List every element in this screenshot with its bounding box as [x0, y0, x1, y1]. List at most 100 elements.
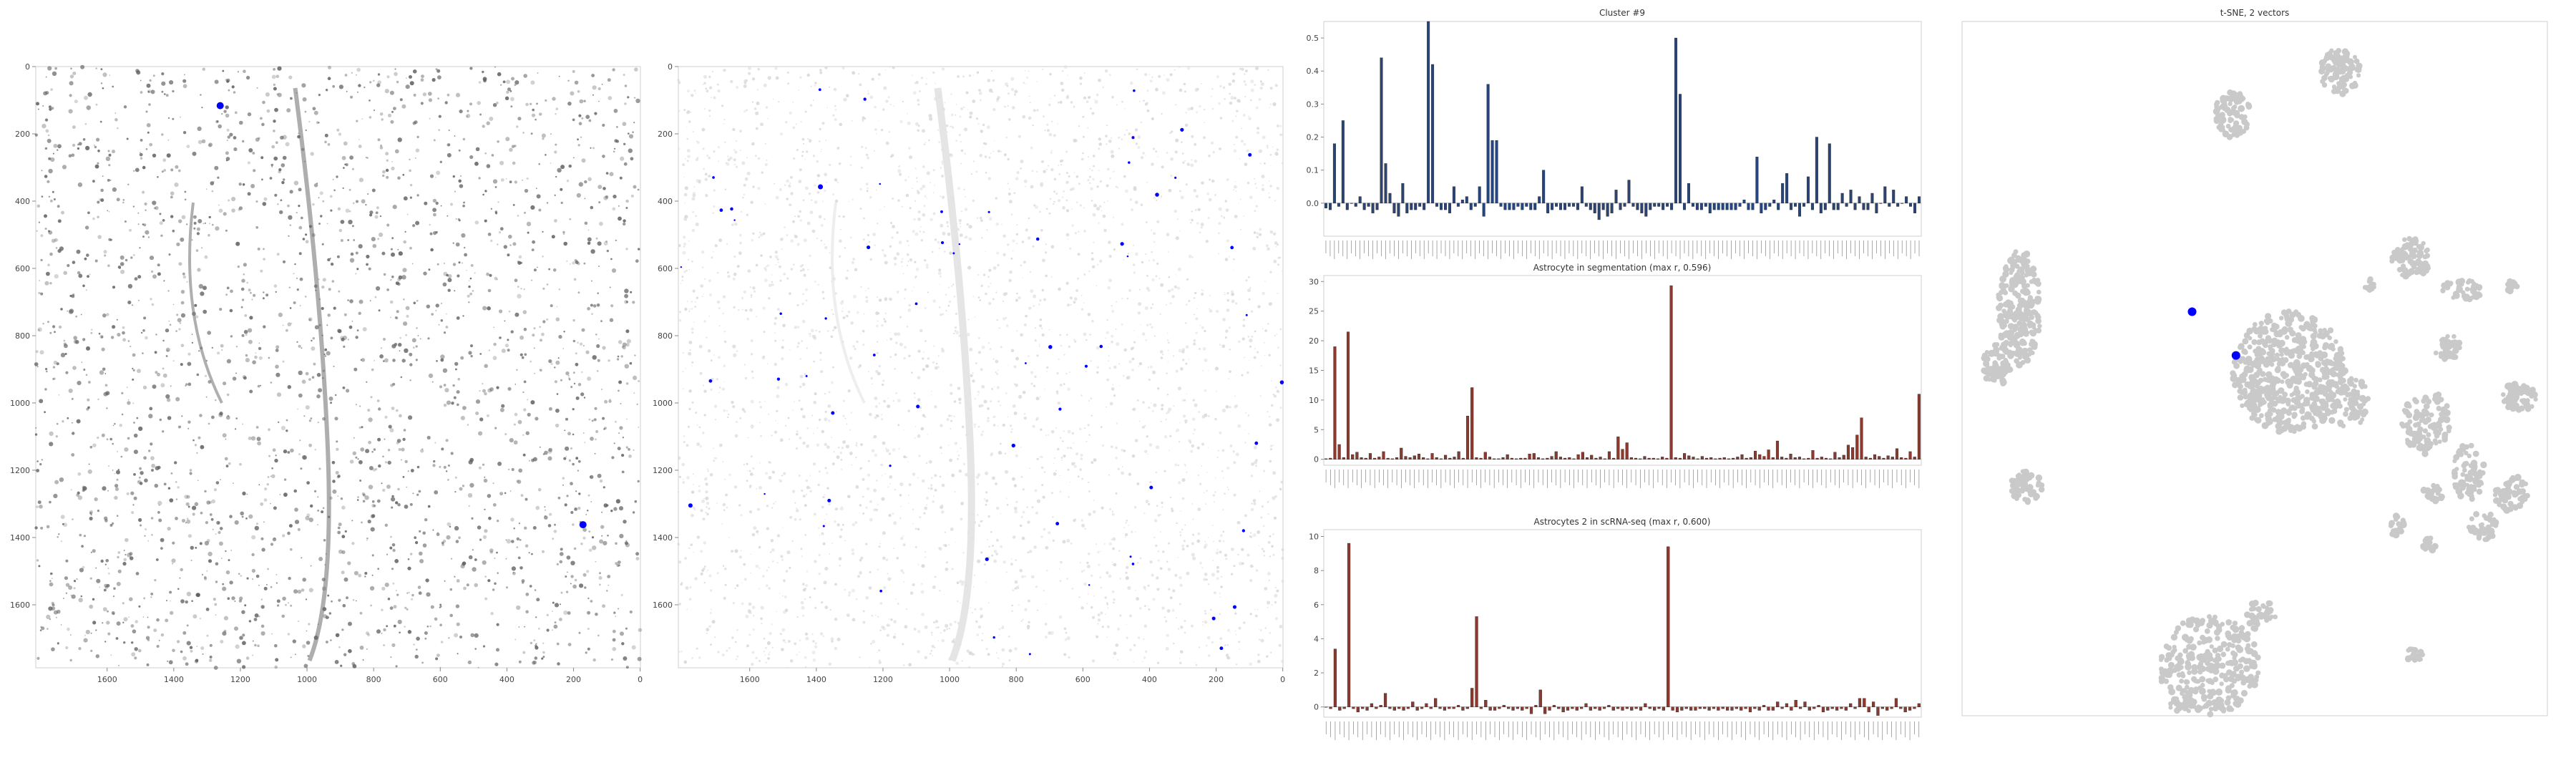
- tissue-image-dot: [322, 278, 326, 282]
- tissue-image-dot: [202, 653, 204, 655]
- tissue-image-dot: [255, 226, 259, 229]
- segmentation-map-dot: [698, 489, 701, 493]
- tissue-image-dot: [379, 354, 384, 359]
- tissue-image-dot: [591, 280, 592, 282]
- segmentation-map-dot: [1137, 145, 1141, 150]
- tissue-image-dot: [477, 525, 482, 530]
- tissue-image-dot: [615, 616, 617, 618]
- tissue-image-dot: [583, 432, 585, 434]
- tissue-image-dot: [282, 324, 284, 326]
- segmentation-map-dot: [703, 477, 708, 481]
- segmentation-map-dot: [860, 166, 864, 169]
- tissue-image-dot: [132, 369, 135, 372]
- tissue-image-dot: [246, 577, 249, 580]
- tissue-image-dot: [49, 431, 54, 437]
- segmentation-map-dot: [1221, 470, 1224, 472]
- tissue-image-dot: [553, 530, 557, 533]
- segmentation-map-dot: [1135, 142, 1138, 145]
- segmentation-map-dot: [700, 550, 703, 553]
- tissue-image-dot: [74, 99, 78, 104]
- segmentation-map-dot: [1048, 132, 1053, 137]
- segmentation-map-dot: [746, 157, 748, 159]
- tissue-image-dot: [468, 351, 472, 355]
- segmentation-map-dot: [1046, 569, 1048, 572]
- segmentation-map-dot: [1111, 561, 1113, 563]
- segmentation-map-dot: [1234, 612, 1237, 615]
- segmentation-map-dot: [1049, 198, 1052, 200]
- tissue-image-dot: [95, 654, 99, 658]
- segmentation-map-dot: [779, 633, 782, 636]
- tissue-image-dot: [72, 72, 77, 75]
- segmentation-map-dot: [813, 587, 816, 590]
- tissue-image-dot: [459, 636, 462, 638]
- tissue-image-dot: [194, 502, 199, 507]
- segmentation-map-dot: [706, 89, 709, 92]
- segmentation-map-dot: [1257, 608, 1258, 611]
- tissue-image-dot: [311, 339, 313, 342]
- tissue-image-dot: [147, 236, 150, 238]
- tissue-image-dot: [258, 346, 262, 351]
- tissue-image-dot: [329, 258, 331, 259]
- segmentation-map-dot: [1256, 439, 1258, 441]
- segmentation-map-dot: [937, 366, 940, 369]
- tissue-image-dot: [557, 496, 561, 500]
- tissue-image-dot: [34, 526, 38, 530]
- segmentation-map-dot: [836, 147, 840, 150]
- tissue-image-dot: [368, 267, 371, 271]
- tissue-image-dot: [305, 233, 308, 236]
- tissue-image-dot: [203, 286, 207, 291]
- tissue-image-dot: [353, 570, 358, 575]
- segmentation-map-dot: [781, 648, 784, 651]
- tissue-image-dot: [117, 451, 118, 452]
- tissue-image-dot: [625, 540, 628, 542]
- tissue-image-dot: [433, 460, 436, 463]
- segmentation-map-dot: [1137, 311, 1141, 315]
- segmentation-map-dot: [1272, 102, 1277, 107]
- tissue-image-dot: [637, 656, 642, 661]
- tissue-image-dot: [215, 399, 217, 402]
- segmentation-map-dot: [1272, 553, 1275, 556]
- tissue-image-dot: [157, 500, 162, 506]
- tissue-image-dot: [625, 666, 629, 669]
- segmentation-map-dot: [862, 344, 865, 346]
- tissue-image-dot: [187, 534, 192, 538]
- tissue-image-dot: [334, 660, 339, 664]
- segmentation-map-dot: [1202, 347, 1206, 351]
- segmentation-map-dot: [796, 509, 799, 512]
- segmentation-map-dot: [942, 313, 945, 316]
- tissue-image-dot: [419, 338, 421, 340]
- tissue-image-dot: [92, 549, 96, 553]
- tissue-image-dot: [255, 137, 260, 142]
- tissue-image-dot: [387, 113, 392, 117]
- tissue-image-dot: [48, 606, 53, 611]
- segmentation-map-dot: [852, 345, 855, 348]
- segmentation-map-dot: [1168, 289, 1171, 293]
- segmentation-map-dot: [1247, 336, 1249, 338]
- tissue-image-dot: [479, 113, 482, 116]
- segmentation-map-dot: [987, 515, 990, 518]
- segmentation-map-dot: [1221, 344, 1226, 349]
- tissue-image-dot: [440, 641, 444, 643]
- tissue-image-dot: [598, 201, 601, 204]
- segmentation-map-dot: [760, 254, 763, 257]
- segmentation-map-dot: [925, 364, 930, 368]
- segmentation-map-dot: [1191, 444, 1195, 448]
- segmentation-map-dot: [989, 348, 992, 350]
- segmentation-map-dot: [798, 399, 801, 402]
- tissue-image-dot: [88, 381, 91, 384]
- tissue-image-dot: [174, 183, 179, 188]
- tissue-image-dot: [77, 491, 80, 495]
- tissue-image-dot: [225, 438, 227, 440]
- segmentation-map-dot: [1188, 359, 1190, 360]
- segmentation-map-dot: [698, 485, 701, 487]
- segmentation-map-dot: [818, 573, 821, 575]
- segmentation-map-dot: [970, 607, 971, 609]
- segmentation-map-dot: [957, 457, 960, 460]
- tissue-image-dot: [477, 666, 479, 669]
- tissue-image-dot: [449, 613, 453, 618]
- segmentation-map-dot: [1093, 99, 1096, 101]
- tissue-image-dot: [401, 459, 402, 461]
- tissue-image-dot: [228, 89, 230, 92]
- tissue-image-dot: [613, 150, 615, 153]
- segmentation-map-dot: [703, 389, 707, 393]
